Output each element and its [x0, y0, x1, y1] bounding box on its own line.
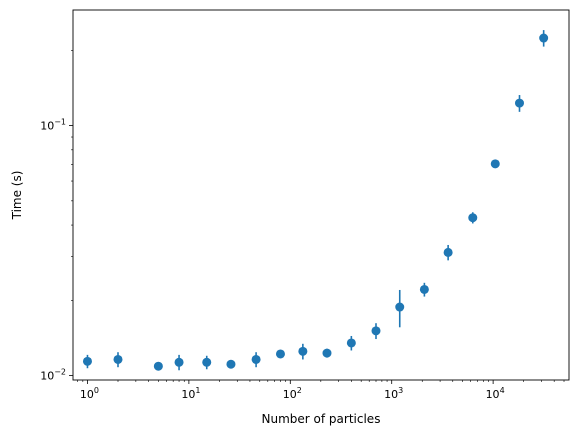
x-tick-label: 102	[283, 386, 302, 401]
data-point	[251, 354, 261, 364]
data-point	[443, 247, 453, 257]
data-point	[395, 302, 405, 312]
error-bars	[86, 30, 545, 371]
data-point	[371, 326, 381, 336]
data-point	[275, 349, 285, 359]
data-point	[82, 356, 92, 366]
y-tick-label: 10−1	[40, 118, 66, 133]
axes-frame	[72, 9, 570, 381]
x-axis-label: Number of particles	[262, 412, 381, 426]
data-point	[113, 354, 123, 364]
data-point	[419, 284, 429, 294]
data-point	[202, 357, 212, 367]
data-point	[514, 98, 524, 108]
data-point	[226, 359, 236, 369]
markers	[82, 33, 549, 371]
data-point	[322, 348, 332, 358]
major-ticks: 100 101 102 103 104 10−2 10−1	[40, 118, 504, 401]
x-tick-label: 103	[384, 386, 403, 401]
data-point	[468, 213, 478, 223]
x-tick-label: 100	[80, 386, 99, 401]
x-tick-label: 101	[181, 386, 200, 401]
data-point	[174, 357, 184, 367]
y-tick-label: 10−2	[40, 368, 66, 383]
data-point	[490, 159, 500, 169]
data-point	[298, 346, 308, 356]
plot-area: 100 101 102 103 104 10−2 10−1	[40, 9, 570, 401]
data-point	[346, 338, 356, 348]
y-axis-label: Time (s)	[10, 171, 24, 221]
data-point	[539, 33, 549, 43]
x-tick-label: 104	[486, 386, 505, 401]
minor-ticks	[71, 50, 565, 382]
data-point	[153, 361, 163, 371]
